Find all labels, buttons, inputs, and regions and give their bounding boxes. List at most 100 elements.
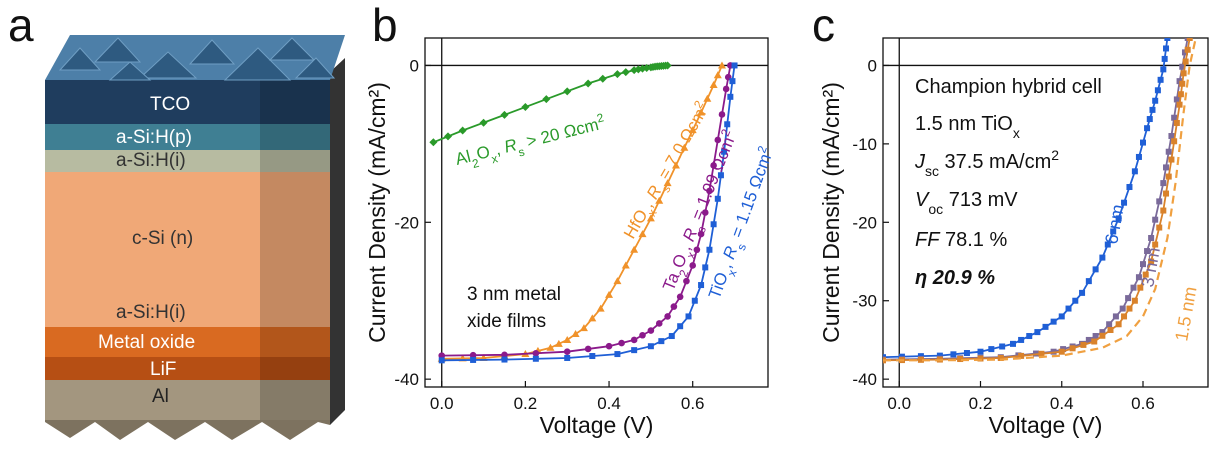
- label-ta2ox-part: 2: [676, 267, 692, 279]
- label-al2ox-part: Al: [453, 147, 472, 169]
- series-group: [429, 61, 738, 364]
- series-marker-0: [1146, 116, 1153, 123]
- series-marker-0: [1160, 66, 1167, 73]
- series-marker-0: [598, 74, 607, 83]
- series-marker-1: [1144, 248, 1151, 255]
- series-marker-1: [1148, 234, 1155, 241]
- series-marker-1: [646, 214, 655, 222]
- series-marker-0: [1161, 55, 1168, 62]
- info-line-2-part: x: [1013, 125, 1020, 141]
- series-line-3: [883, 38, 1197, 362]
- series-marker-2: [689, 262, 697, 269]
- series-marker-1: [1152, 216, 1159, 223]
- panel-label-c: c: [812, 0, 835, 51]
- layer-csi-rect: [45, 170, 330, 292]
- layer-tco-rect: [45, 80, 330, 124]
- series-marker-0: [444, 132, 453, 141]
- pyramid-texture: [58, 37, 336, 81]
- series-marker-1: [621, 261, 630, 269]
- series-marker-0: [1131, 168, 1138, 175]
- series-marker-0: [1135, 153, 1142, 160]
- layer-label-tco: TCO: [150, 94, 190, 115]
- series-marker-1: [1171, 114, 1178, 121]
- series-marker-1: [571, 330, 580, 338]
- series-marker-2: [997, 354, 1004, 361]
- series-marker-2: [1099, 332, 1106, 339]
- layer-label-asi-p: a-Si:H(p): [116, 127, 192, 148]
- series-marker-1: [1156, 198, 1163, 205]
- series-marker-0: [988, 346, 995, 353]
- layer-asi-i-bottom-rect: [45, 290, 330, 327]
- series-marker-0: [1140, 139, 1146, 146]
- series-marker-2: [501, 351, 508, 359]
- series-marker-2: [1186, 38, 1193, 41]
- label-al2ox-part: s: [517, 145, 526, 160]
- x-tick-label: 0.0: [430, 394, 454, 413]
- series-marker-1: [713, 71, 722, 79]
- series-marker-3: [647, 343, 654, 350]
- series-marker-1: [630, 245, 639, 253]
- series-marker-3: [685, 313, 692, 320]
- info-line-3-part: sc: [925, 163, 939, 179]
- series-marker-3: [691, 297, 698, 304]
- series-marker-2: [1115, 321, 1122, 328]
- series-marker-0: [1104, 241, 1111, 248]
- label-ta2ox-part: 2: [718, 127, 734, 139]
- series-marker-2: [647, 327, 655, 334]
- panel-label-b: b: [372, 0, 398, 51]
- series-marker-3: [724, 121, 731, 128]
- chart-c: 0.0 0.2 0.4 0.6 0 -10 -20 -30 -40 Voltage (V) Curr…: [818, 37, 1209, 438]
- layer-metal-oxide-rect: [45, 325, 330, 357]
- series-marker-1: [1135, 274, 1142, 281]
- layer-asi-p-rect: [45, 122, 330, 150]
- label-al2ox-part: ,: [493, 138, 507, 159]
- layer-label-lif: LiF: [150, 359, 176, 380]
- series-marker-2: [630, 336, 638, 344]
- series-marker-1: [1165, 148, 1172, 155]
- series-marker-3: [702, 264, 709, 271]
- series-marker-2: [693, 246, 701, 254]
- series-marker-3: [589, 353, 596, 360]
- series-marker-2: [584, 345, 592, 353]
- series-marker-1: [1085, 336, 1092, 343]
- bottom-texture: [45, 420, 330, 440]
- series-marker-2: [1126, 305, 1133, 312]
- series-marker-1: [638, 230, 647, 238]
- series-marker-2: [977, 355, 984, 362]
- series-marker-3: [470, 356, 477, 363]
- series-marker-2: [683, 277, 690, 285]
- series-marker-1: [1140, 261, 1146, 268]
- series-marker-2: [1152, 241, 1159, 248]
- x-tick-label: 0.0: [887, 394, 911, 413]
- layer-lif-rect: [45, 355, 330, 380]
- series-marker-2: [1177, 91, 1184, 98]
- series-marker-0: [500, 110, 509, 119]
- series-marker-0: [563, 87, 572, 96]
- label-tiox-part: s: [734, 242, 749, 252]
- series-marker-2: [697, 230, 705, 238]
- series-marker-0: [1050, 318, 1057, 325]
- series-marker-1: [1179, 63, 1186, 70]
- info-line-4-part: oc: [928, 201, 943, 217]
- series-marker-0: [1144, 125, 1151, 132]
- label-3nm: 3 nm: [1137, 246, 1164, 289]
- label-6nm: 6 nm: [1101, 203, 1128, 246]
- series-marker-2: [710, 162, 717, 169]
- series-marker-1: [546, 343, 555, 351]
- label-al2ox-part: R: [502, 135, 519, 156]
- stack-shade: [260, 80, 330, 422]
- x-tick-label: 0.4: [597, 394, 621, 413]
- series-marker-2: [1179, 80, 1186, 87]
- series-marker-2: [957, 356, 964, 363]
- series-marker-0: [1163, 45, 1170, 52]
- label-hfox-part: = 7.0 Ωcm: [652, 105, 710, 186]
- layer-label-metal-oxide: Metal oxide: [98, 332, 195, 353]
- series-marker-2: [618, 339, 625, 347]
- series-marker-0: [1065, 305, 1072, 312]
- series-marker-2: [1173, 119, 1180, 126]
- info-line-3: Jsc 37.5 mA/cm2: [914, 147, 1059, 179]
- series-marker-2: [1107, 327, 1114, 334]
- series-marker-2: [1156, 224, 1163, 231]
- y-axis-label: Current Density (mA/cm²): [364, 82, 390, 343]
- x-tick-label: 0.2: [514, 394, 538, 413]
